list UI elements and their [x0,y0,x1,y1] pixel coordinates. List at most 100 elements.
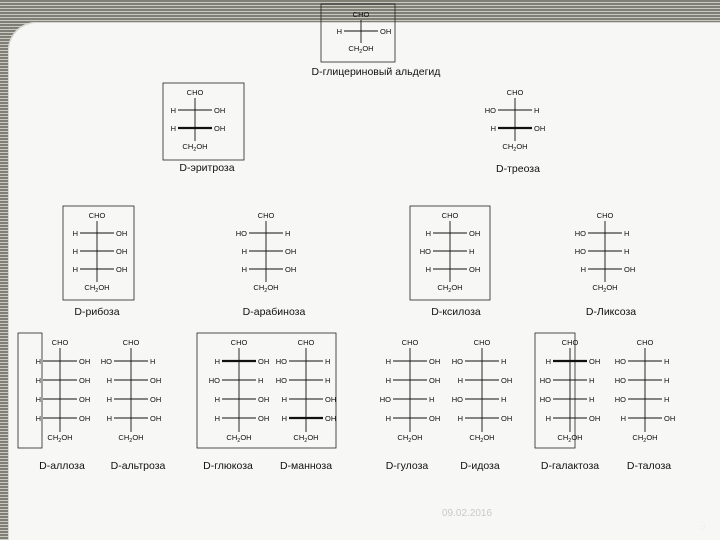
left-substituent: HO [615,376,626,385]
right-substituent: OH [116,247,127,256]
hydroxymethyl-group: CH2OH [293,433,318,444]
right-substituent: OH [79,414,90,423]
left-substituent: H [36,395,41,404]
hydroxymethyl-group: CH2OH [47,433,72,444]
right-substituent: OH [589,357,600,366]
aldehyde-group: CHO [52,338,69,347]
structure-name: D-эритроза [179,162,234,174]
aldehyde-group: CHO [298,338,315,347]
left-substituent: H [215,395,220,404]
right-substituent: H [664,357,669,366]
right-substituent: OH [258,357,269,366]
structure-frame [162,82,245,161]
aldehyde-group: CHO [187,88,204,97]
hydroxymethyl-group: CH2OH [632,433,657,444]
aldehyde-group: CHO [507,88,524,97]
left-substituent: HO [209,376,220,385]
structure-name: D-рибоза [74,306,119,318]
aldehyde-group: CHO [258,211,275,220]
left-substituent: H [426,229,431,238]
right-substituent: H [325,376,330,385]
right-substituent: OH [429,414,440,423]
right-substituent: H [534,106,539,115]
hydroxymethyl-group: CH2OH [592,283,617,294]
slide-panel [8,22,720,540]
right-substituent: OH [429,357,440,366]
hydroxymethyl-group: CH2OH [253,283,278,294]
hydroxymethyl-group: CH2OH [118,433,143,444]
right-substituent: OH [534,124,545,133]
right-substituent: H [624,247,629,256]
structure-name: D-галактоза [541,460,599,472]
right-substituent: OH [501,376,512,385]
structure-frame [62,205,135,301]
hydroxymethyl-group: CH2OH [469,433,494,444]
right-substituent: H [325,357,330,366]
right-substituent: H [664,395,669,404]
left-substituent: H [36,376,41,385]
structure-name: D-аллоза [39,460,85,472]
left-substituent: HO [380,395,391,404]
right-substituent: H [501,395,506,404]
aldehyde-group: CHO [474,338,491,347]
structure-name: D-глюкоза [203,460,253,472]
left-substituent: HO [452,395,463,404]
right-substituent: H [664,376,669,385]
right-substituent: H [429,395,434,404]
left-substituent: H [458,376,463,385]
left-substituent: HO [276,376,287,385]
hydroxymethyl-group: CH2OH [502,142,527,153]
right-substituent: H [624,229,629,238]
right-substituent: OH [624,265,635,274]
right-substituent: OH [285,247,296,256]
left-substituent: H [621,414,626,423]
right-substituent: OH [501,414,512,423]
hydroxymethyl-group: CH2OH [226,433,251,444]
aldehyde-group: CHO [637,338,654,347]
left-substituent: H [337,27,342,36]
left-substituent: H [546,357,551,366]
right-substituent: OH [469,229,480,238]
left-substituent: HO [615,395,626,404]
left-substituent: H [215,414,220,423]
slide-number: 9 [699,519,706,533]
left-substituent: HO [236,229,247,238]
right-substituent: H [469,247,474,256]
right-substituent: OH [325,414,336,423]
structure-name: D-треоза [496,163,540,175]
right-substituent: H [589,376,594,385]
left-substituent: H [491,124,496,133]
structure-name: D-ксилоза [431,306,481,318]
hydroxymethyl-group: CH2OH [84,283,109,294]
right-substituent: H [501,357,506,366]
aldehyde-group: CHO [353,10,370,19]
structure-name: D-манноза [280,460,332,472]
aldehyde-group: CHO [597,211,614,220]
structure-name: D-идоза [460,460,500,472]
right-substituent: H [258,376,263,385]
hydroxymethyl-group: CH2OH [182,142,207,153]
right-substituent: OH [258,395,269,404]
left-substituent: H [581,265,586,274]
structure-name: D-альтроза [111,460,166,472]
right-substituent: OH [469,265,480,274]
left-substituent: H [73,247,78,256]
right-substituent: H [589,395,594,404]
slide-date: 09.02.2016 [442,508,493,519]
structure-frame [320,3,396,63]
left-substituent: H [36,414,41,423]
left-substituent: H [458,414,463,423]
hydroxymethyl-group: CH2OH [397,433,422,444]
structure-name: D-Ликсоза [586,306,636,318]
left-substituent: HO [575,247,586,256]
left-substituent: H [107,414,112,423]
right-substituent: OH [116,229,127,238]
structure-frames [17,3,576,449]
left-substituent: H [242,247,247,256]
